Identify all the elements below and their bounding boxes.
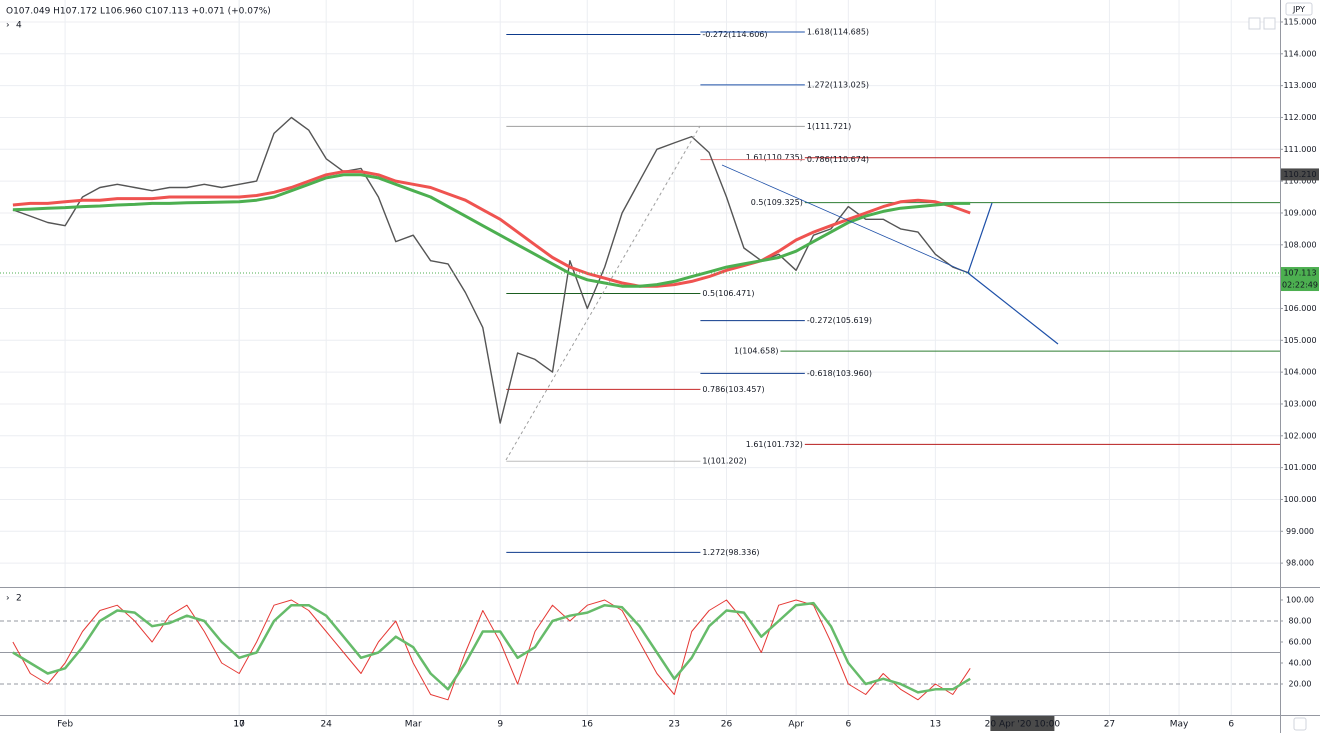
x-tick-label: 17 <box>233 720 244 730</box>
y-tick-label: 114.000 <box>1283 49 1316 58</box>
y-tick-label: 100.00 <box>1286 595 1314 604</box>
y-tick-label: 113.000 <box>1283 81 1316 90</box>
y-tick-label: 109.000 <box>1283 208 1316 217</box>
fib-label: -0.272(105.619) <box>807 316 872 325</box>
fib-label: 1.61(110.735) <box>746 153 803 162</box>
maximize-button[interactable] <box>1263 17 1276 30</box>
price-tag <box>1281 267 1319 292</box>
y-tick-label: 110.000 <box>1283 177 1316 186</box>
fib-label: 1(101.202) <box>702 457 746 466</box>
trend-line <box>967 272 1059 345</box>
pane-toggle[interactable]: › <box>6 21 10 31</box>
ohlc-legend: O107.049 H107.172 L106.960 C107.113 +0.0… <box>6 7 271 17</box>
y-tick-label: 40.00 <box>1289 659 1312 668</box>
pane-toggle[interactable]: › <box>6 594 10 604</box>
x-tick-label: Feb <box>57 720 73 730</box>
x-tick-label: 24 <box>320 720 332 730</box>
fib-label: 1.61(101.732) <box>746 440 803 449</box>
y-tick-label: 105.000 <box>1283 336 1316 345</box>
cursor-time-badge <box>990 716 1055 731</box>
y-tick-label: 100.000 <box>1283 495 1316 504</box>
y-tick-label: 20.00 <box>1289 680 1312 689</box>
fib-trend <box>505 125 701 461</box>
x-tick-label: 27 <box>1104 720 1115 730</box>
y-tick-label: 98.000 <box>1286 559 1314 568</box>
fib-label: -0.272(114.606) <box>702 30 767 39</box>
price-tag-label: 107.113 <box>1283 269 1316 278</box>
y-tick-label: 115.000 <box>1283 17 1316 26</box>
y-tick-label: 106.000 <box>1283 304 1316 313</box>
y-tick-label: 111.000 <box>1283 145 1316 154</box>
fib-label: 1(104.658) <box>734 347 778 356</box>
channel-line <box>721 164 969 274</box>
pane-label: 4 <box>16 21 22 31</box>
cursor-time-label: 20 Apr '20 10:00 <box>985 720 1061 730</box>
x-tick-label: 26 <box>721 720 733 730</box>
y-tick-label: 104.000 <box>1283 368 1316 377</box>
settings-button[interactable] <box>1293 717 1307 731</box>
series-line <box>12 601 971 694</box>
y-tick-label: 99.000 <box>1286 527 1314 536</box>
trend-line <box>967 202 993 274</box>
x-tick-label: 13 <box>930 720 941 730</box>
plot: -0.272(114.606) 1.618(114.685) 1.272(113.0… <box>0 27 1280 701</box>
x-tick-label: Apr <box>788 720 804 730</box>
x-tick-label: 16 <box>582 720 594 730</box>
currency: JPY <box>1292 5 1305 14</box>
fib-label: -0.618(103.960) <box>807 369 872 378</box>
y-tick-label: 103.000 <box>1283 399 1316 408</box>
y-tick-label: 102.000 <box>1283 431 1316 440</box>
x-tick-label: 23 <box>669 720 680 730</box>
grid <box>0 0 1280 715</box>
series-line <box>12 173 971 288</box>
currency-badge[interactable] <box>1285 2 1313 16</box>
pane-label: 2 <box>16 594 22 604</box>
scroll-button[interactable] <box>1248 17 1261 30</box>
fib-label: 1.272(113.025) <box>807 80 869 89</box>
fib-label: 1.272(98.336) <box>702 548 759 557</box>
x-tick-label: 6 <box>845 720 851 730</box>
fib-label: 0.786(103.457) <box>702 385 764 394</box>
fib-label: 0.5(109.325) <box>751 198 803 207</box>
fib-label: 1.618(114.685) <box>807 27 869 36</box>
x-tick-label: 9 <box>497 720 503 730</box>
y-tick-label: 101.000 <box>1283 463 1316 472</box>
x-tick-label: Mar <box>405 720 422 730</box>
x-tick-label: 6 <box>1228 720 1234 730</box>
y-tick-label: 80.00 <box>1289 616 1312 625</box>
price-tag-countdown: 02:22:49 <box>1282 281 1318 290</box>
fib-label: 1(111.721) <box>807 122 851 131</box>
price-tag <box>1281 168 1319 181</box>
y-tick-label: 108.000 <box>1283 240 1316 249</box>
fib-label: 0.5(106.471) <box>702 289 754 298</box>
x-tick-label: 10 <box>233 720 245 730</box>
y-tick-label: 60.00 <box>1289 637 1312 646</box>
fib-label: 0.786(110.674) <box>807 155 869 164</box>
series-line <box>12 116 971 424</box>
x-tick-label: May <box>1170 720 1189 730</box>
y-tick-label: 112.000 <box>1283 113 1316 122</box>
series-line <box>12 170 971 288</box>
price-tag-label: 110.210 <box>1283 170 1316 179</box>
